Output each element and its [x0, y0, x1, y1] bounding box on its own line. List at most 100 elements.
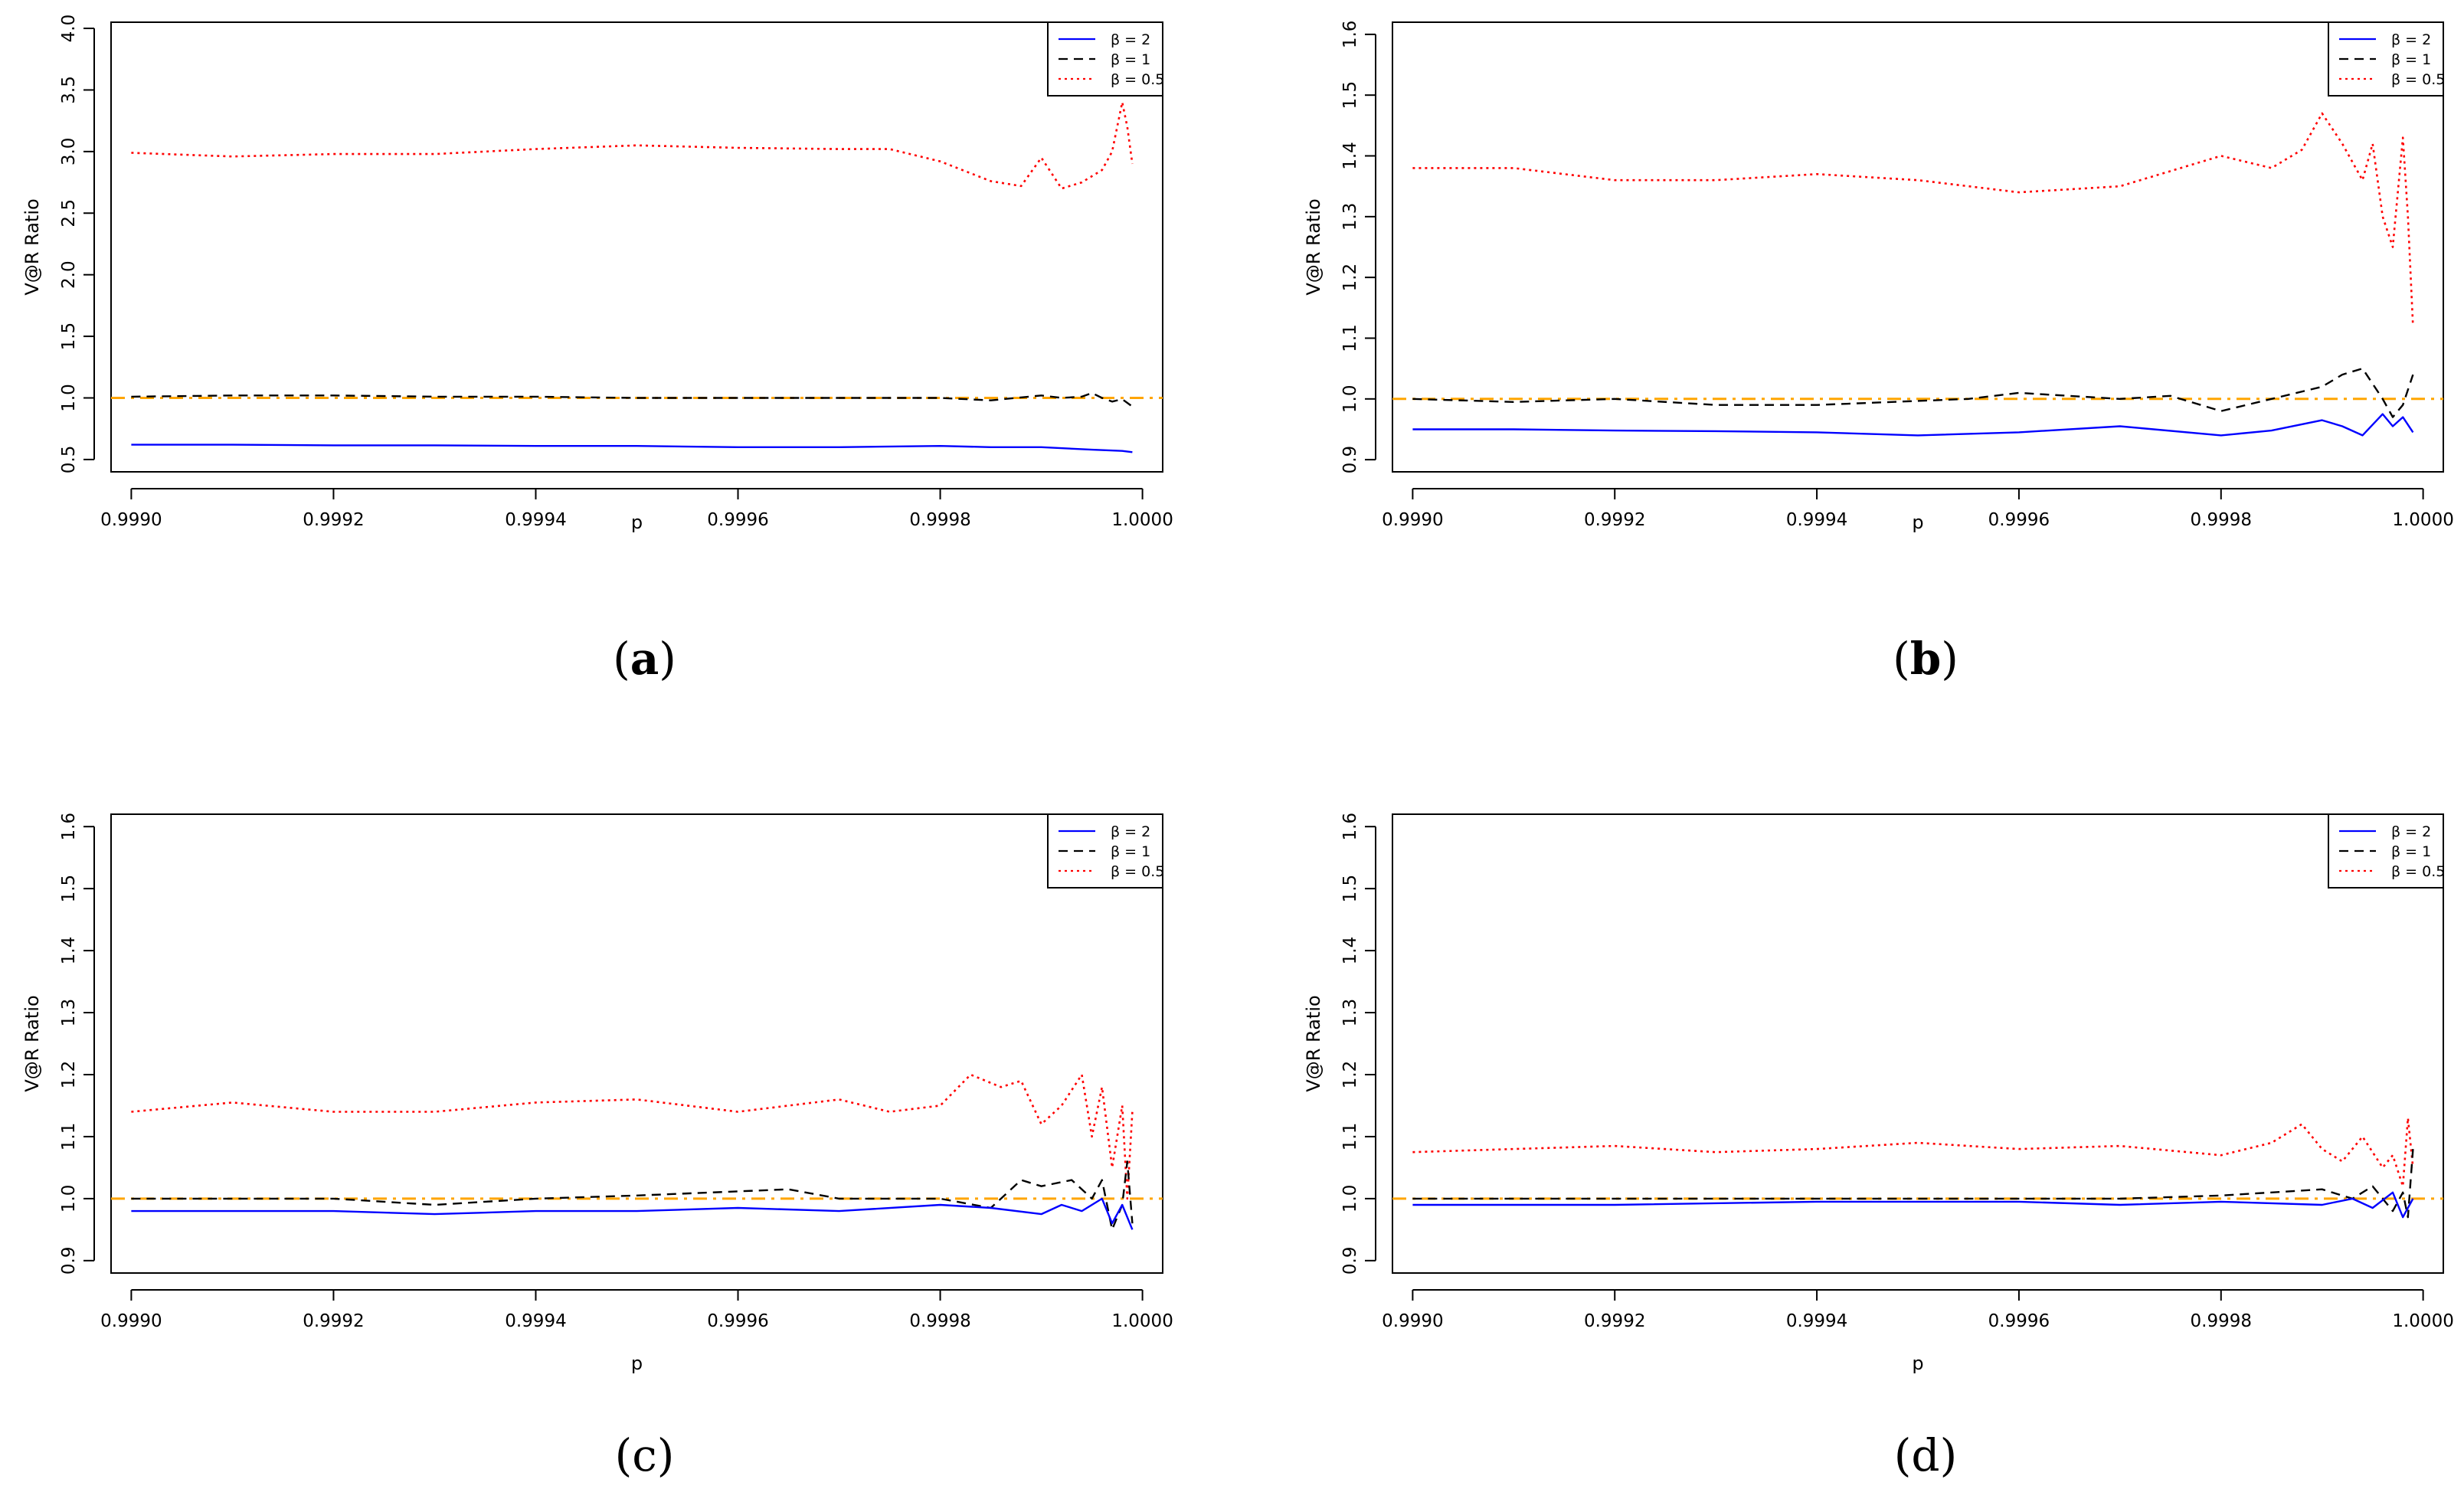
- series-line-beta-1: [131, 1160, 1134, 1231]
- y-tick-label: 1.1: [1340, 1123, 1360, 1151]
- caption-open-paren: (: [1893, 633, 1910, 685]
- series-line-beta-2: [131, 443, 1133, 453]
- series-line-beta-0-5: [131, 1073, 1134, 1200]
- panel-caption: (d): [1894, 1429, 1957, 1481]
- x-axis-title: p: [631, 1353, 643, 1374]
- y-tick-label: 0.9: [59, 1247, 79, 1275]
- legend: β = 2 β = 1 β = 0.5: [2328, 813, 2445, 889]
- y-axis-title: V@R Ratio: [21, 995, 43, 1091]
- legend-entry: β = 2: [1111, 31, 1150, 48]
- y-axis-title: V@R Ratio: [1303, 198, 1324, 295]
- y-tick-label: 1.4: [1340, 142, 1360, 170]
- series-line-beta-2: [1412, 413, 2414, 437]
- x-tick-label: 0.9998: [909, 510, 970, 530]
- legend-entry: β = 0.5: [2391, 71, 2445, 88]
- caption-letter: d: [1911, 1429, 1939, 1481]
- x-tick-label: 0.9992: [303, 510, 364, 530]
- y-tick-label: 1.2: [1340, 1061, 1360, 1089]
- legend-entry: β = 1: [2391, 51, 2431, 68]
- x-tick-label: 1.0000: [2392, 1311, 2453, 1331]
- y-tick-label: 1.6: [59, 813, 79, 841]
- x-tick-label: 0.9990: [100, 510, 162, 530]
- y-tick-label: 1.0: [1340, 385, 1360, 414]
- y-tick-label: 4.0: [59, 15, 79, 43]
- x-axis-title: p: [631, 512, 643, 533]
- y-tick-label: 1.6: [1340, 21, 1360, 49]
- x-tick-label: 0.9996: [1988, 510, 2050, 530]
- series-line-beta-0-5: [1412, 1117, 2414, 1187]
- caption-close-paren: ): [1940, 1429, 1958, 1481]
- x-tick-label: 1.0000: [2392, 510, 2453, 530]
- x-axis-title: p: [1912, 1353, 1923, 1374]
- x-tick-label: 1.0000: [1111, 510, 1173, 530]
- legend-entry: β = 0.5: [1111, 71, 1164, 88]
- x-tick-label: 0.9996: [1988, 1311, 2050, 1331]
- x-tick-label: 0.9994: [1786, 1311, 1847, 1331]
- y-tick-label: 1.0: [59, 1185, 79, 1213]
- y-tick-label: 1.5: [59, 322, 79, 351]
- y-tick-label: 1.1: [59, 1123, 79, 1151]
- panel-caption: (c): [615, 1429, 675, 1481]
- y-tick-label: 1.4: [59, 937, 79, 965]
- x-tick-label: 1.0000: [1111, 1311, 1173, 1331]
- y-axis-title: V@R Ratio: [1303, 995, 1324, 1091]
- x-tick-label: 0.9996: [707, 1311, 768, 1331]
- panel-b: 0.9990 0.9992 0.9994 0.9996 0.9998 1.0000 0.9 1…: [1303, 21, 2454, 685]
- y-tick-label: 1.3: [1340, 999, 1360, 1027]
- x-tick-label: 0.9992: [1584, 1311, 1645, 1331]
- y-tick-label: 2.5: [59, 199, 79, 227]
- series-line-beta-1: [1412, 367, 2414, 418]
- series-line-beta-0-5: [1412, 112, 2414, 326]
- panel-caption: (b): [1893, 633, 1958, 685]
- x-tick-label: 0.9990: [1382, 510, 1443, 530]
- legend-entry: β = 2: [2391, 823, 2431, 840]
- x-axis-title: p: [1912, 512, 1923, 533]
- plot-frame: [110, 21, 1163, 473]
- legend: β = 2 β = 1 β = 0.5: [1047, 21, 1164, 97]
- caption-open-paren: (: [1894, 1429, 1912, 1481]
- legend-entry: β = 2: [2391, 31, 2431, 48]
- y-tick-label: 1.4: [1340, 937, 1360, 965]
- legend: β = 2 β = 1 β = 0.5: [1047, 813, 1164, 889]
- plot-frame: [110, 813, 1163, 1274]
- series-line-beta-2: [131, 1197, 1134, 1230]
- y-tick-label: 1.0: [59, 384, 79, 412]
- panel-d: 0.9990 0.9992 0.9994 0.9996 0.9998 1.0000 0.9 1…: [1303, 813, 2454, 1481]
- x-tick-label: 0.9990: [1382, 1311, 1443, 1331]
- panel-caption: (a): [613, 633, 676, 685]
- caption-open-paren: (: [615, 1429, 633, 1481]
- panel-c: 0.9990 0.9992 0.9994 0.9996 0.9998 1.0000 0.9 1…: [21, 813, 1173, 1481]
- y-tick-label: 1.5: [1340, 875, 1360, 903]
- x-tick-label: 0.9998: [909, 1311, 970, 1331]
- plot-frame: [1392, 813, 2444, 1274]
- x-tick-label: 0.9994: [1786, 510, 1847, 530]
- caption-close-paren: ): [659, 633, 676, 685]
- caption-open-paren: (: [613, 633, 630, 685]
- caption-letter: a: [630, 633, 659, 685]
- x-tick-label: 0.9998: [2191, 510, 2252, 530]
- y-tick-label: 2.0: [59, 260, 79, 289]
- y-tick-label: 1.3: [1340, 203, 1360, 231]
- y-tick-label: 1.5: [59, 875, 79, 903]
- y-tick-label: 3.5: [59, 76, 79, 104]
- x-tick-label: 0.9992: [303, 1311, 364, 1331]
- y-tick-label: 1.6: [1340, 813, 1360, 841]
- y-tick-label: 1.2: [59, 1061, 79, 1089]
- x-tick-label: 0.9992: [1584, 510, 1645, 530]
- y-tick-label: 1.3: [59, 999, 79, 1027]
- y-tick-label: 0.9: [1340, 1247, 1360, 1275]
- legend-entry: β = 1: [2391, 843, 2431, 860]
- series-line-beta-1: [1412, 1149, 2414, 1219]
- x-tick-label: 0.9996: [707, 510, 768, 530]
- legend-entry: β = 0.5: [1111, 863, 1164, 880]
- legend-entry: β = 0.5: [2391, 863, 2445, 880]
- caption-close-paren: ): [1941, 633, 1958, 685]
- caption-letter: c: [632, 1429, 656, 1481]
- y-axis-title: V@R Ratio: [21, 198, 43, 295]
- x-tick-label: 0.9998: [2191, 1311, 2252, 1331]
- series-line-beta-1: [131, 391, 1134, 407]
- y-tick-label: 1.2: [1340, 263, 1360, 292]
- caption-letter: b: [1910, 633, 1942, 685]
- panel-a: 0.9990 0.9992 0.9994 0.9996 0.9998 1.0000 0.5 1…: [21, 15, 1173, 685]
